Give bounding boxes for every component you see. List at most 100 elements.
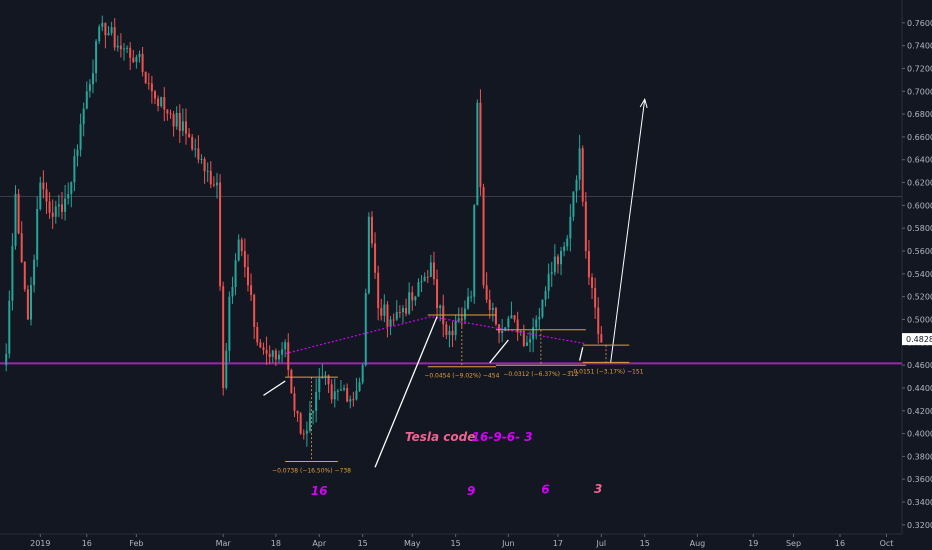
candle-body: [45, 189, 48, 202]
candle-body: [395, 312, 398, 320]
candle-body: [479, 102, 482, 188]
candle-body: [141, 53, 144, 72]
candle-body: [308, 412, 311, 431]
candle-body: [563, 246, 566, 252]
candle-body: [181, 121, 184, 131]
range-label: −0.0151 (−3.17%) −151: [568, 368, 643, 375]
candle-body: [209, 170, 212, 185]
candle-body: [29, 285, 32, 320]
candle-body: [451, 330, 454, 336]
candle-body: [95, 41, 98, 74]
x-tick-label: 19: [748, 539, 758, 548]
candle-body: [374, 243, 377, 273]
x-tick-label: 15: [640, 539, 650, 548]
candle-body: [262, 347, 265, 351]
candle-body: [401, 308, 404, 313]
price-ranges: −0.0738 (−16.50%) −738 −0.0454 (−9.02%) −…: [272, 314, 644, 475]
x-tick-label: May: [404, 539, 421, 548]
candle-body: [203, 158, 206, 172]
candle-body: [150, 83, 153, 92]
x-tick-label: 2019: [30, 539, 50, 548]
code-number: 3: [594, 482, 602, 496]
candle-body: [57, 204, 60, 207]
candle-body: [578, 148, 581, 180]
x-tick-label: 18: [271, 539, 281, 548]
candle-body: [591, 277, 594, 288]
y-tick-label: 0.7600: [907, 19, 932, 28]
candle-body: [82, 108, 85, 125]
candle-body: [60, 204, 63, 212]
drawings: [263, 97, 648, 468]
candle-body: [26, 289, 29, 320]
candle-body: [36, 209, 39, 260]
candle-body: [51, 212, 54, 217]
candle-body: [566, 238, 569, 247]
candle-body: [231, 286, 234, 297]
candle-body: [225, 350, 228, 388]
candle-body: [330, 384, 333, 400]
candle-body: [473, 205, 476, 297]
candle-body: [299, 413, 302, 434]
candle-body: [318, 378, 321, 392]
x-tick-label: Oct: [880, 539, 894, 548]
code-title: Tesla code: [405, 430, 475, 444]
candle-body: [48, 201, 51, 213]
candle-body: [277, 354, 280, 360]
candle-body: [163, 97, 166, 110]
candle-body: [23, 261, 26, 290]
candle-body: [389, 319, 392, 327]
candle-body: [8, 300, 11, 354]
candle-body: [420, 281, 423, 283]
candle-body: [126, 47, 129, 49]
candle-body: [553, 256, 556, 273]
candle-body: [482, 187, 485, 286]
x-tick-label: 16: [82, 539, 92, 548]
x-tick-label: Mar: [216, 539, 232, 548]
candle-body: [377, 272, 380, 309]
candle-body: [529, 339, 532, 343]
candle-body: [513, 315, 516, 320]
candle-body: [101, 22, 104, 27]
candle-body: [20, 233, 23, 262]
candle-body: [448, 330, 451, 335]
candle-body: [129, 47, 132, 58]
candle-body: [222, 286, 225, 388]
candle-body: [581, 148, 584, 202]
candle-body: [197, 148, 200, 160]
candle-body: [426, 276, 429, 278]
x-tick-label: Jul: [596, 539, 607, 548]
candle-body: [219, 182, 222, 287]
code-number: 9: [467, 484, 475, 498]
candle-body: [188, 133, 191, 137]
candle-body: [215, 182, 218, 186]
candle-body: [411, 292, 414, 301]
candle-body: [541, 299, 544, 318]
white-trendline: [489, 339, 509, 364]
white-trendline: [579, 347, 584, 361]
candle-body: [76, 149, 79, 157]
candle-body: [243, 251, 246, 268]
candle-body: [575, 179, 578, 192]
x-tick-label: 15: [358, 539, 368, 548]
candle-body: [367, 216, 370, 294]
candle-body: [5, 353, 8, 366]
candle-body: [138, 53, 141, 58]
candle-body: [352, 399, 355, 401]
candle-body: [33, 259, 36, 286]
candle-body: [494, 308, 497, 325]
candle-body: [572, 191, 575, 217]
candle-body: [259, 342, 262, 348]
candle-body: [287, 342, 290, 370]
candle-body: [597, 307, 600, 335]
candle-body: [547, 273, 550, 291]
